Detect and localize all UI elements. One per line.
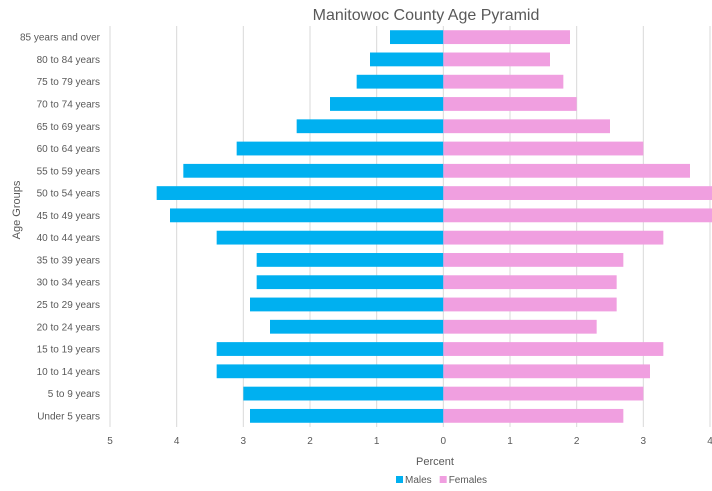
bar-females <box>443 208 712 223</box>
bar-males <box>250 408 444 423</box>
y-tick-label: 55 to 59 years <box>37 166 100 177</box>
bar-males <box>243 386 444 401</box>
bar-males <box>370 52 444 67</box>
legend-swatch <box>396 476 403 483</box>
y-tick-label: 40 to 44 years <box>37 233 100 244</box>
y-axis-label: Age Groups <box>11 180 23 239</box>
bar-females <box>443 364 650 379</box>
bar-males <box>390 30 444 45</box>
chart-title: Manitowoc County Age Pyramid <box>313 7 540 24</box>
bar-females <box>443 186 712 200</box>
y-tick-label: 80 to 84 years <box>37 55 100 66</box>
x-tick-label: 0 <box>441 436 447 447</box>
y-tick-label: 60 to 64 years <box>37 144 100 155</box>
bar-females <box>443 408 624 423</box>
y-tick-label: 20 to 24 years <box>37 322 100 333</box>
y-tick-label: 25 to 29 years <box>37 300 100 311</box>
bar-males <box>270 319 444 334</box>
y-tick-labels: 85 years and over 80 to 84 years 75 to 79 … <box>20 33 101 423</box>
y-tick-label: 85 years and over <box>20 33 101 44</box>
bar-females <box>443 319 597 334</box>
x-tick-labels: 5 4 3 2 1 0 1 2 3 4 <box>107 436 712 447</box>
x-tick-label: 1 <box>507 436 513 447</box>
bar-females <box>443 74 564 89</box>
bar-females <box>443 141 644 156</box>
y-tick-label: 70 to 74 years <box>37 99 100 110</box>
bar-males <box>216 342 444 356</box>
bar-females <box>443 253 624 267</box>
x-tick-label: 3 <box>641 436 647 447</box>
x-tick-label: 4 <box>707 436 712 447</box>
legend-label: Males <box>405 475 432 486</box>
bar-females <box>443 342 664 356</box>
x-tick-label: 4 <box>174 436 180 447</box>
y-tick-label: Under 5 years <box>37 411 100 422</box>
bar-females <box>443 97 577 111</box>
y-tick-label: 75 to 79 years <box>37 77 100 88</box>
legend-label: Females <box>449 475 487 486</box>
x-axis-label: Percent <box>416 456 454 468</box>
bar-males <box>216 230 444 245</box>
bar-females <box>443 230 664 245</box>
x-tick-label: 3 <box>241 436 247 447</box>
x-tick-label: 5 <box>107 436 113 447</box>
bar-males <box>256 275 444 290</box>
bar-males <box>183 163 444 178</box>
bar-males <box>156 186 444 200</box>
y-tick-label: 65 to 69 years <box>37 122 100 133</box>
bar-females <box>443 297 617 312</box>
bar-males <box>170 208 444 223</box>
x-tick-label: 1 <box>374 436 380 447</box>
y-tick-label: 35 to 39 years <box>37 255 100 266</box>
bar-females <box>443 275 617 290</box>
bar-females <box>443 30 570 45</box>
y-tick-label: 15 to 19 years <box>37 345 100 356</box>
y-tick-label: 45 to 49 years <box>37 211 100 222</box>
bar-males <box>236 141 444 156</box>
x-tick-label: 2 <box>574 436 580 447</box>
bar-females <box>443 52 550 67</box>
bar-females <box>443 163 690 178</box>
bar-males <box>330 97 444 111</box>
bar-males <box>216 364 444 379</box>
y-tick-label: 5 to 9 years <box>48 389 100 400</box>
gridlines <box>109 26 711 427</box>
bar-males <box>250 297 444 312</box>
bar-females <box>443 386 644 401</box>
bar-males <box>356 74 444 89</box>
bar-males <box>296 119 444 134</box>
legend: Males Females <box>396 475 487 486</box>
y-tick-label: 50 to 54 years <box>37 189 100 200</box>
bars <box>156 30 712 423</box>
y-tick-label: 30 to 34 years <box>37 278 100 289</box>
y-tick-label: 10 to 14 years <box>37 367 100 378</box>
x-tick-label: 2 <box>307 436 313 447</box>
legend-swatch <box>439 476 447 483</box>
bar-females <box>443 119 610 134</box>
bar-males <box>256 253 444 267</box>
